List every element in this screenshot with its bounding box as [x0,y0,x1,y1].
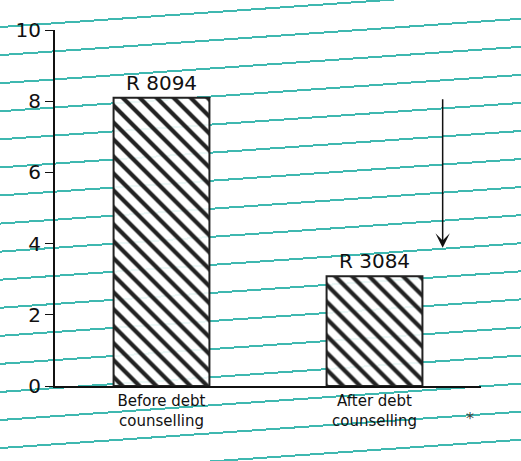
svg-text:R 3084: R 3084 [339,249,410,273]
svg-text:*: * [466,409,474,428]
svg-text:0: 0 [28,374,41,398]
svg-text:8: 8 [28,89,41,113]
svg-text:2: 2 [28,303,41,327]
svg-text:4: 4 [28,232,41,256]
svg-text:Before debtcounselling: Before debtcounselling [118,392,206,430]
svg-text:6: 6 [28,160,41,184]
svg-text:After debtcounselling: After debtcounselling [332,392,417,430]
svg-text:R 8094: R 8094 [126,71,197,95]
svg-text:10: 10 [16,18,41,42]
